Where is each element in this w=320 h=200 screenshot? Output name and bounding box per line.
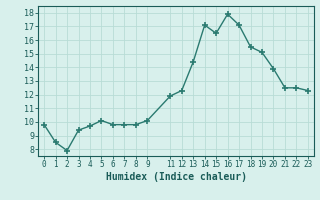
X-axis label: Humidex (Indice chaleur): Humidex (Indice chaleur)	[106, 172, 246, 182]
